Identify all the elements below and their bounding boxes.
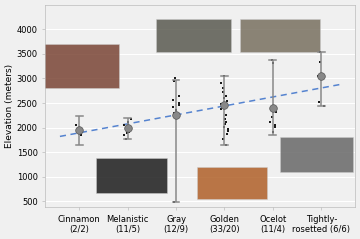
Point (223, 94, 229, 98)
Point (125, 126, 131, 130)
Point (73, 123, 79, 126)
Point (122, 134, 127, 137)
Point (224, 99, 230, 103)
Point (269, 115, 274, 119)
Point (170, 98, 176, 102)
Point (76, 128, 82, 132)
Point (123, 137, 129, 141)
Point (218, 81, 224, 85)
Point (221, 86, 226, 90)
Point (269, 58, 275, 62)
Point (222, 122, 228, 126)
Point (317, 51, 323, 54)
Point (273, 110, 279, 114)
Point (224, 133, 230, 136)
Point (223, 113, 229, 117)
Point (175, 114, 181, 118)
Point (171, 200, 177, 204)
Point (121, 123, 127, 127)
Y-axis label: Elevation (meters): Elevation (meters) (5, 64, 14, 148)
Point (171, 79, 176, 83)
FancyBboxPatch shape (96, 158, 167, 193)
Point (124, 128, 130, 131)
Point (219, 107, 224, 111)
Point (222, 103, 228, 107)
Point (172, 76, 177, 80)
Point (321, 104, 327, 108)
Point (221, 125, 227, 129)
Point (220, 137, 226, 141)
Point (316, 100, 322, 103)
Point (318, 60, 323, 64)
Point (125, 120, 130, 124)
Point (220, 90, 226, 94)
Point (126, 130, 132, 133)
Point (224, 120, 229, 124)
Point (174, 108, 179, 112)
Point (270, 61, 276, 65)
Point (78, 133, 84, 137)
Point (318, 74, 324, 78)
Point (173, 113, 179, 117)
Point (220, 104, 226, 108)
Point (225, 129, 230, 132)
Point (125, 126, 130, 130)
Point (270, 130, 276, 134)
Point (273, 123, 278, 126)
Point (170, 105, 176, 109)
Point (221, 74, 226, 77)
Point (225, 127, 230, 130)
FancyBboxPatch shape (197, 167, 267, 199)
Point (267, 120, 273, 124)
Point (128, 117, 134, 121)
FancyBboxPatch shape (280, 137, 353, 172)
FancyBboxPatch shape (240, 19, 320, 53)
FancyBboxPatch shape (44, 44, 119, 88)
Point (224, 143, 229, 147)
Point (272, 125, 278, 129)
Point (270, 106, 276, 110)
Point (176, 94, 182, 98)
Point (222, 117, 228, 121)
Point (315, 74, 321, 78)
Point (221, 96, 226, 100)
Point (219, 102, 224, 105)
Point (176, 101, 182, 104)
FancyBboxPatch shape (156, 19, 230, 53)
Point (125, 131, 130, 135)
Point (172, 111, 177, 115)
Point (176, 103, 182, 107)
